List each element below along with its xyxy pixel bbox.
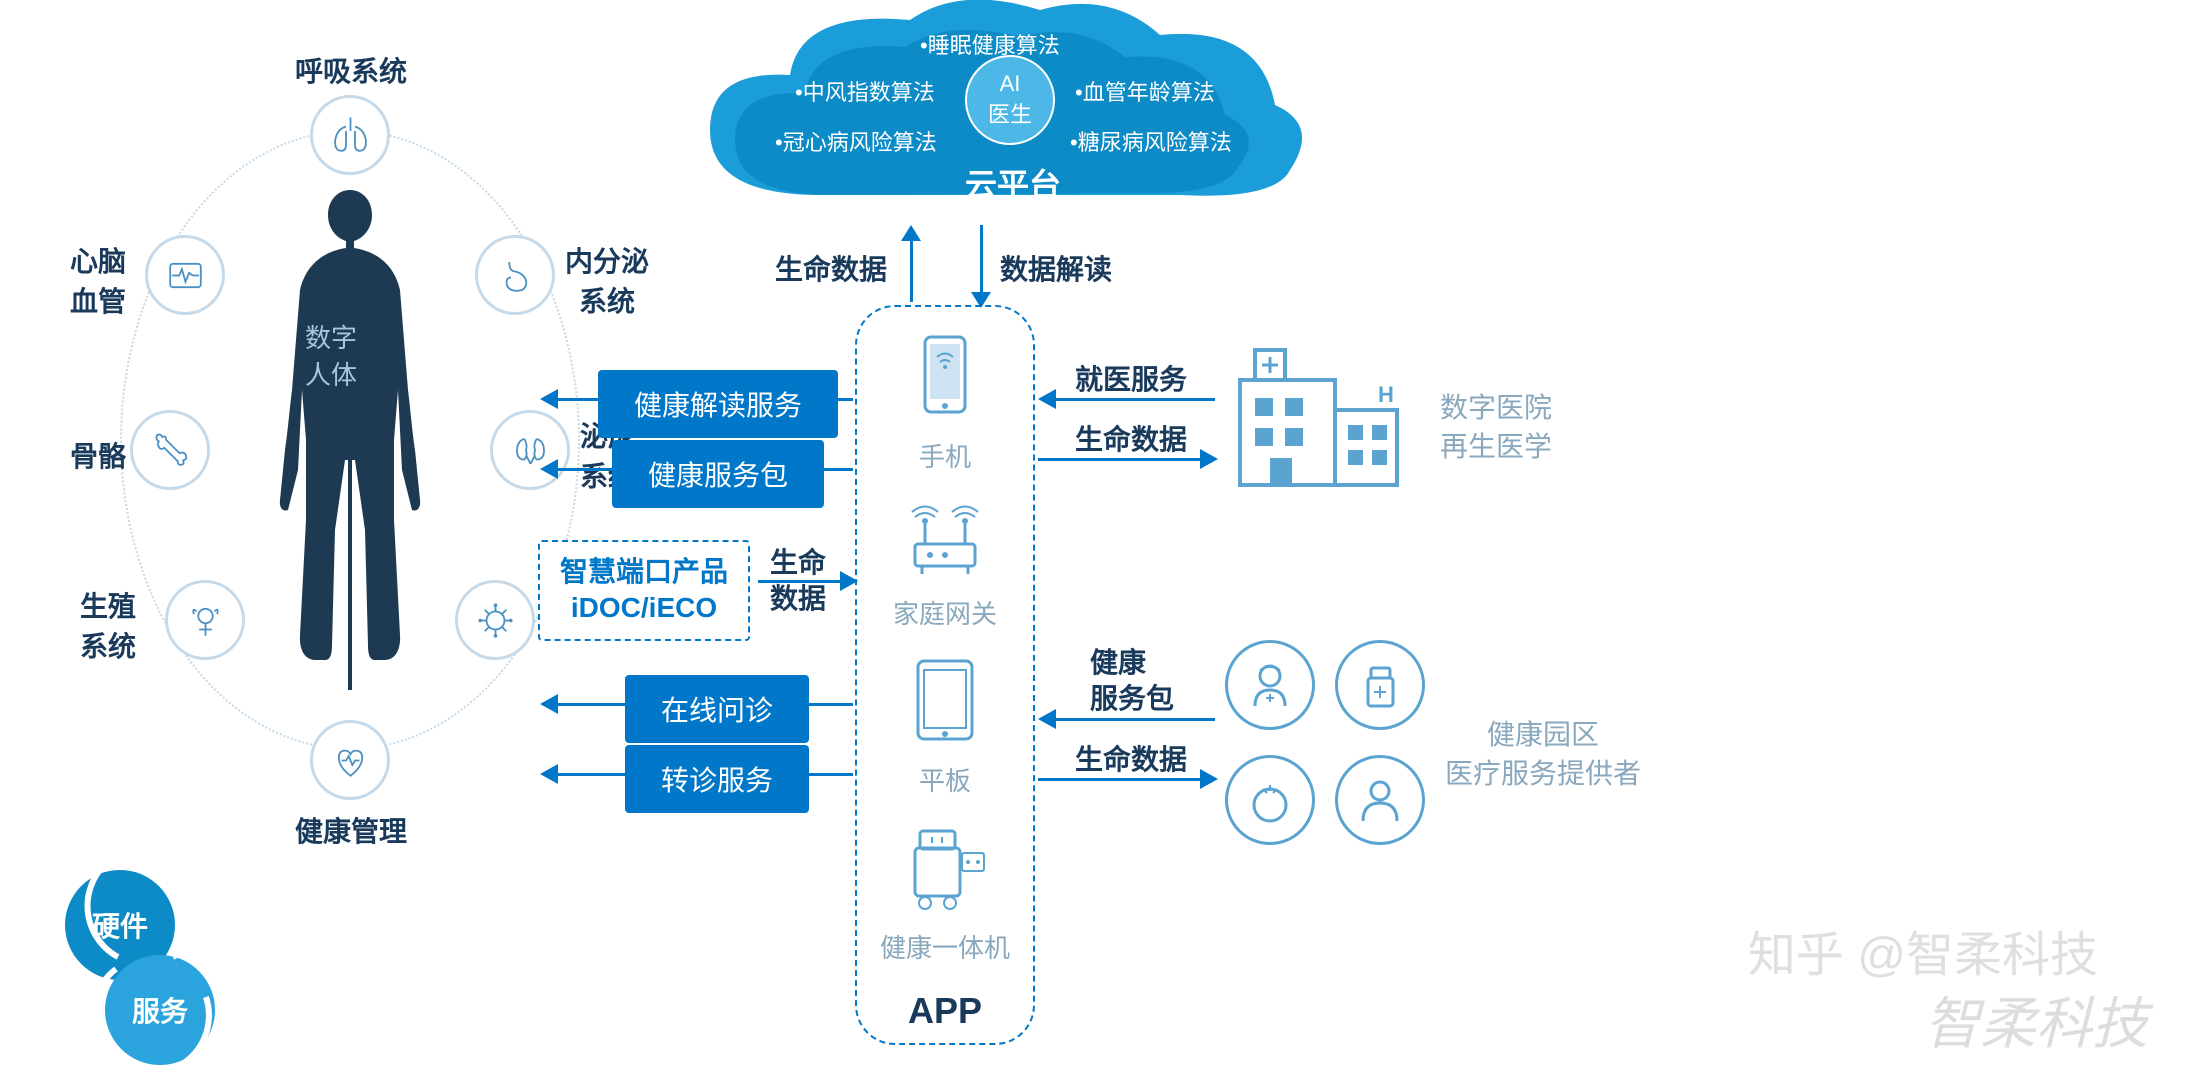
hospital-icon: H: [1230, 330, 1410, 495]
watermark-zhihu: 知乎 @智柔科技: [1748, 915, 2098, 985]
device-label-router: 家庭网关: [877, 594, 1013, 631]
tablet-icon: [910, 656, 980, 746]
heart-shield-icon: [310, 720, 390, 800]
flow-box-3-label: 生命 数据: [770, 545, 826, 618]
system-label-respiratory: 呼吸系统: [295, 50, 407, 90]
cloud-algo-2: •血管年龄算法: [1075, 75, 1215, 107]
hospital-out-label: 生命数据: [1075, 418, 1187, 458]
flow-box-1: 健康解读服务: [598, 370, 838, 438]
device-label-kiosk: 健康一体机: [877, 928, 1013, 965]
tomato-icon: [1225, 755, 1315, 845]
system-label-health: 健康管理: [295, 810, 407, 850]
hospital-label: 数字医院 再生医学: [1440, 388, 1552, 466]
app-column: 手机 家庭网关 平板 健康一体机 APP: [855, 305, 1035, 1045]
cloud-ai-text1: AI: [1000, 71, 1021, 97]
provider-out-label: 生命数据: [1075, 738, 1187, 778]
flow-box-5: 转诊服务: [625, 745, 809, 813]
cloud-section: AI 医生 •睡眠健康算法 •中风指数算法 •血管年龄算法 •冠心病风险算法 •…: [680, 0, 1320, 235]
lungs-icon: [310, 95, 390, 175]
stomach-icon: [475, 235, 555, 315]
pills-icon: [1335, 640, 1425, 730]
cloud-algo-0: •睡眠健康算法: [920, 28, 1060, 60]
heartbeat-icon: [145, 235, 225, 315]
reproductive-icon: [165, 580, 245, 660]
cloud-algo-4: •糖尿病风险算法: [1070, 125, 1232, 157]
flow-box-3: 智慧端口产品 iDOC/iECO: [538, 540, 750, 641]
badge-puzzle-icon: [58, 862, 228, 1072]
provider-label: 健康园区 医疗服务提供者: [1445, 715, 1641, 793]
virus-icon: [455, 580, 535, 660]
body-center-label: 数字 人体: [305, 318, 357, 392]
cloud-title: 云平台: [965, 160, 1061, 206]
device-label-phone: 手机: [877, 437, 1013, 474]
cloud-up-label: 生命数据: [775, 248, 887, 288]
app-title: APP: [877, 990, 1013, 1032]
kiosk-icon: [900, 823, 990, 913]
cloud-algo-1: •中风指数算法: [795, 75, 935, 107]
system-label-cardio: 心脑 血管: [70, 240, 126, 320]
cloud-ai-text2: 医生: [988, 97, 1032, 129]
person-icon: [1335, 755, 1425, 845]
human-silhouette-icon: [250, 190, 450, 690]
cloud-ai-badge: AI 医生: [965, 55, 1055, 145]
flow-box-4: 在线问诊: [625, 675, 809, 743]
provider-in-label: 健康 服务包: [1090, 645, 1174, 718]
system-label-reproductive: 生殖 系统: [80, 585, 136, 665]
phone-icon: [915, 332, 975, 422]
bone-icon: [130, 410, 210, 490]
cloud-arrow-down: [980, 225, 983, 297]
system-label-bone: 骨骼: [70, 435, 126, 475]
device-label-tablet: 平板: [877, 761, 1013, 798]
router-icon: [900, 499, 990, 579]
flow-box-2: 健康服务包: [612, 440, 824, 508]
cloud-algo-3: •冠心病风险算法: [775, 125, 937, 157]
svg-text:H: H: [1378, 382, 1394, 407]
doctor-icon: [1225, 640, 1315, 730]
watermark-brand: 智柔科技: [1924, 979, 2148, 1060]
hospital-in-label: 就医服务: [1075, 358, 1187, 398]
kidney-icon: [490, 410, 570, 490]
cloud-down-label: 数据解读: [1000, 248, 1112, 288]
system-label-endocrine: 内分泌 系统: [565, 240, 649, 320]
